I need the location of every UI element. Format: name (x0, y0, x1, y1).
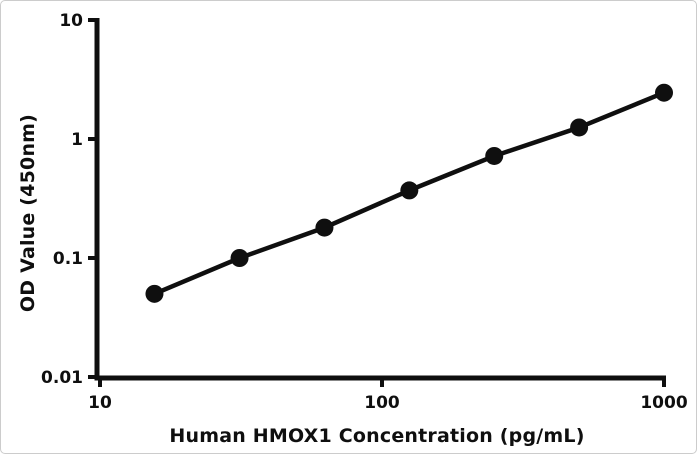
data-point-marker (230, 249, 249, 267)
x-axis-title: Human HMOX1 Concentration (pg/mL) (169, 425, 585, 447)
data-point-marker (485, 146, 504, 165)
data-point-marker (570, 118, 589, 137)
data-point-marker (400, 181, 419, 200)
y-tick-label: 10 (59, 11, 83, 31)
y-tick-label: 0.1 (53, 249, 83, 269)
x-tick-label: 100 (364, 393, 400, 413)
x-tick-label: 10 (88, 393, 112, 413)
data-point-marker (655, 83, 673, 102)
x-tick-label: 1000 (640, 393, 687, 413)
y-axis-title: OD Value (450nm) (17, 113, 39, 313)
y-tick-label: 1 (71, 130, 83, 150)
data-point-marker (145, 284, 164, 303)
data-point-marker (315, 218, 334, 237)
y-tick-label: 0.01 (41, 368, 83, 388)
